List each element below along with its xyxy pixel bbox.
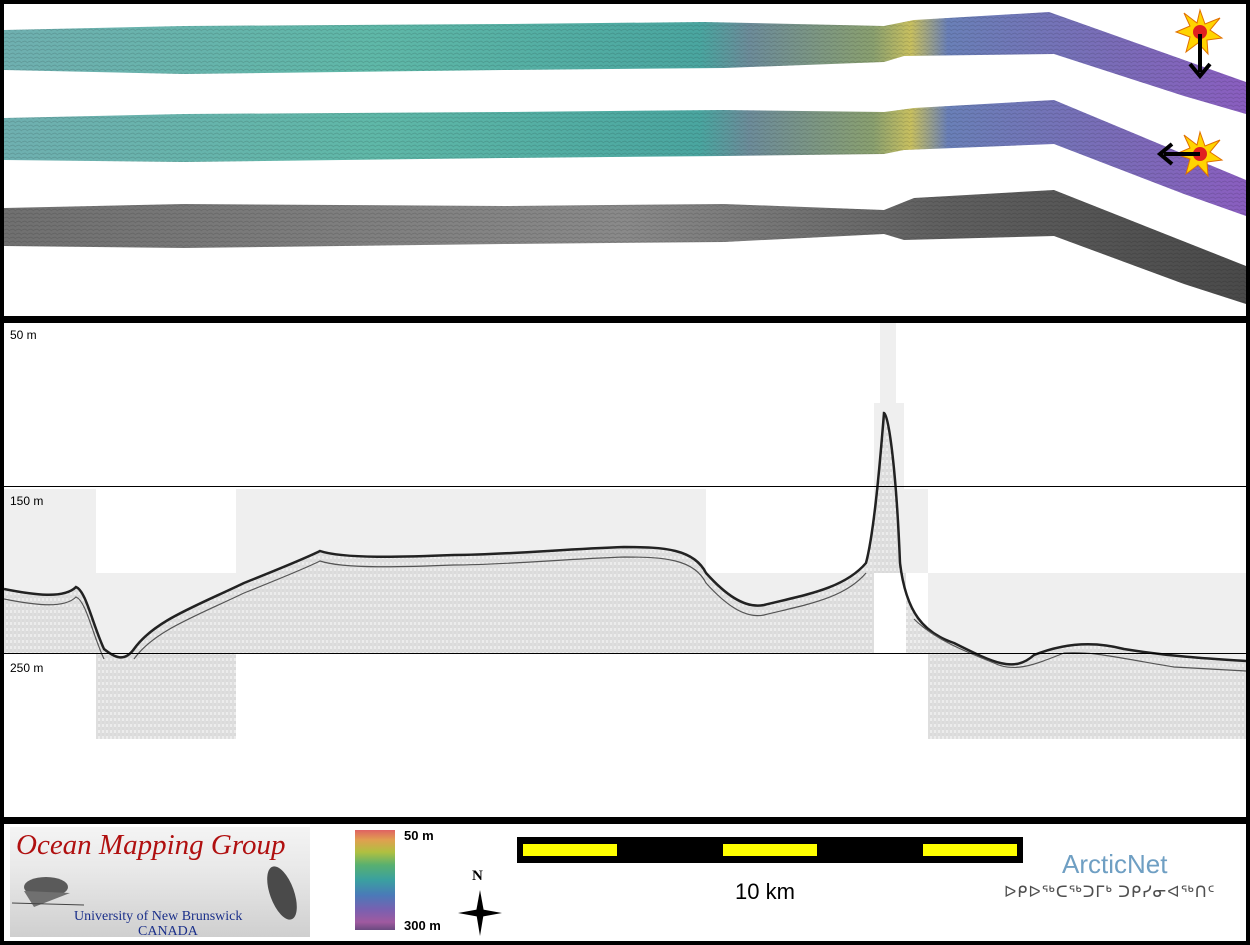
depth-label-150: 150 m	[10, 494, 44, 508]
colorbar-top-label: 50 m	[404, 828, 434, 843]
sediment-fill	[4, 413, 1246, 739]
scale-bar-segment	[523, 844, 617, 856]
depth-label-50: 50 m	[10, 328, 37, 342]
bathymetry-strip-1	[4, 12, 1246, 114]
seafloor-reflector	[4, 411, 1246, 666]
seafloor-relief-art	[11, 866, 297, 920]
swath-strips-panel	[4, 4, 1246, 316]
ocean-mapping-group-logo: Ocean Mapping Group University of New Br…	[10, 827, 310, 937]
scale-bar	[517, 837, 1023, 863]
swath-strips-svg	[4, 8, 1246, 304]
arcticnet-syllabics: ᐅᑭᐅᖅᑕᖅᑐᒥᒃ ᑐᑭᓯᓂᐊᖅᑎᑦ	[1004, 884, 1216, 901]
omg-country: CANADA	[138, 924, 198, 937]
omg-title: Ocean Mapping Group	[16, 829, 286, 861]
bathymetry-strip-2	[4, 100, 1246, 216]
scale-bar-segment	[923, 844, 1017, 856]
north-arrow-icon	[458, 890, 502, 936]
subbottom-profile-panel: 50 m 150 m 250 m	[4, 323, 1246, 817]
scale-bar-segment	[723, 844, 817, 856]
north-label: N	[472, 868, 483, 884]
scale-bar-label: 10 km	[735, 879, 795, 904]
arrow-left-icon	[1156, 142, 1200, 166]
depth-label-250: 250 m	[10, 661, 44, 675]
arrow-down-icon	[1188, 34, 1212, 80]
subbottom-reflector	[4, 556, 1246, 672]
arcticnet-logo: ArcticNet	[1062, 849, 1168, 879]
depth-gridline-250	[4, 653, 1246, 654]
depth-gridline-150	[4, 486, 1246, 487]
footer-legend-panel: Ocean Mapping Group University of New Br…	[4, 824, 1246, 941]
colorbar-bottom-label: 300 m	[404, 918, 441, 933]
profile-svg	[4, 323, 1246, 739]
depth-colorbar	[355, 830, 395, 930]
backscatter-strip	[4, 190, 1246, 304]
omg-university: University of New Brunswick	[74, 909, 243, 924]
